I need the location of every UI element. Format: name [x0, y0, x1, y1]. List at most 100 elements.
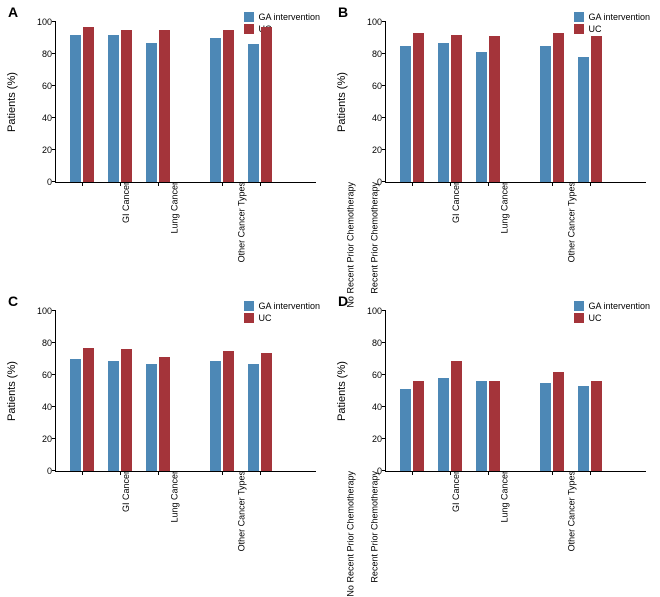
bar-ga [248, 44, 259, 182]
y-tick-mark [382, 181, 386, 182]
x-tick-mark [552, 182, 553, 186]
y-tick-label: 100 [37, 17, 56, 27]
y-tick-mark [52, 374, 56, 375]
y-tick-label: 40 [42, 402, 56, 412]
bar-ga [578, 57, 589, 182]
y-tick-mark [52, 149, 56, 150]
y-tick-label: 100 [367, 306, 386, 316]
y-tick-mark [52, 470, 56, 471]
x-tick-mark [552, 471, 553, 475]
x-tick-label: Lung Cancer [494, 182, 510, 234]
x-tick-label: Lung Cancer [494, 471, 510, 523]
bar-uc [159, 357, 170, 471]
bar-uc [413, 33, 424, 182]
y-tick-label: 60 [372, 81, 386, 91]
y-tick-label: 100 [37, 306, 56, 316]
x-tick-mark [222, 182, 223, 186]
y-tick-mark [52, 406, 56, 407]
x-tick-mark [450, 182, 451, 186]
bar-ga [210, 361, 221, 471]
legend-swatch-ga [574, 301, 584, 311]
x-tick-mark [120, 471, 121, 475]
x-tick-mark [260, 182, 261, 186]
bar-ga [400, 46, 411, 182]
y-tick-mark [382, 406, 386, 407]
y-tick-label: 40 [42, 113, 56, 123]
panel-letter: C [8, 293, 18, 309]
bar-ga [400, 389, 411, 471]
y-tick-label: 0 [377, 466, 386, 476]
y-tick-label: 100 [367, 17, 386, 27]
bar-ga [578, 386, 589, 471]
legend-swatch-ga [574, 12, 584, 22]
bar-uc [451, 35, 462, 182]
y-tick-label: 0 [377, 177, 386, 187]
bar-ga [108, 361, 119, 471]
bar-ga [70, 359, 81, 471]
y-tick-mark [382, 117, 386, 118]
y-tick-label: 20 [372, 145, 386, 155]
bar-uc [591, 36, 602, 182]
bar-uc [223, 351, 234, 471]
legend-label-ga: GA intervention [588, 12, 650, 22]
bar-ga [146, 43, 157, 182]
plot-area: 020406080100GI CancerLung CancerOther Ca… [385, 22, 646, 183]
panel-letter: B [338, 4, 348, 20]
x-tick-mark [260, 471, 261, 475]
x-tick-label: Other Cancer Types [230, 182, 246, 262]
y-tick-label: 40 [372, 402, 386, 412]
x-tick-label: Other Cancer Types [560, 471, 576, 551]
y-tick-mark [382, 310, 386, 311]
x-tick-mark [488, 182, 489, 186]
plot-area: 020406080100GI CancerLung CancerOther Ca… [385, 311, 646, 472]
y-tick-label: 40 [372, 113, 386, 123]
y-tick-label: 60 [42, 81, 56, 91]
x-tick-mark [222, 471, 223, 475]
bar-ga [438, 378, 449, 471]
y-tick-mark [382, 470, 386, 471]
figure: A GA intervention UC Patients (%) 020406… [0, 0, 660, 579]
y-tick-mark [382, 21, 386, 22]
y-tick-label: 20 [372, 434, 386, 444]
legend-item-ga: GA intervention [244, 12, 320, 22]
y-tick-label: 0 [47, 177, 56, 187]
x-tick-label: GI Cancer [445, 471, 461, 512]
x-tick-mark [450, 471, 451, 475]
bar-uc [121, 349, 132, 471]
plot-area: 020406080100GI CancerLung CancerOther Ca… [55, 311, 316, 472]
panel-a: A GA intervention UC Patients (%) 020406… [0, 0, 330, 289]
x-tick-mark [82, 182, 83, 186]
panel-letter: A [8, 4, 18, 20]
y-axis-label: Patients (%) [336, 361, 348, 421]
bar-uc [223, 30, 234, 182]
bar-ga [476, 52, 487, 182]
plot-area: 020406080100GI CancerLung CancerOther Ca… [55, 22, 316, 183]
y-tick-label: 20 [42, 145, 56, 155]
y-tick-label: 60 [372, 370, 386, 380]
y-tick-label: 80 [372, 49, 386, 59]
bar-uc [553, 372, 564, 471]
y-tick-label: 60 [42, 370, 56, 380]
bar-uc [83, 348, 94, 471]
bar-uc [261, 27, 272, 182]
bar-ga [108, 35, 119, 182]
bar-uc [489, 381, 500, 471]
x-tick-label: Other Cancer Types [560, 182, 576, 262]
bar-ga [70, 35, 81, 182]
bar-uc [83, 27, 94, 182]
y-tick-mark [52, 181, 56, 182]
y-tick-label: 80 [372, 338, 386, 348]
legend-item-ga: GA intervention [574, 301, 650, 311]
x-tick-label: Lung Cancer [164, 471, 180, 523]
y-axis-label: Patients (%) [336, 72, 348, 132]
x-tick-mark [488, 471, 489, 475]
x-tick-label: GI Cancer [115, 182, 131, 223]
y-tick-mark [52, 85, 56, 86]
y-tick-label: 20 [42, 434, 56, 444]
y-tick-mark [382, 374, 386, 375]
y-tick-mark [52, 342, 56, 343]
legend-label-ga: GA intervention [588, 301, 650, 311]
bar-uc [121, 30, 132, 182]
bar-ga [248, 364, 259, 471]
panel-letter: D [338, 293, 348, 309]
